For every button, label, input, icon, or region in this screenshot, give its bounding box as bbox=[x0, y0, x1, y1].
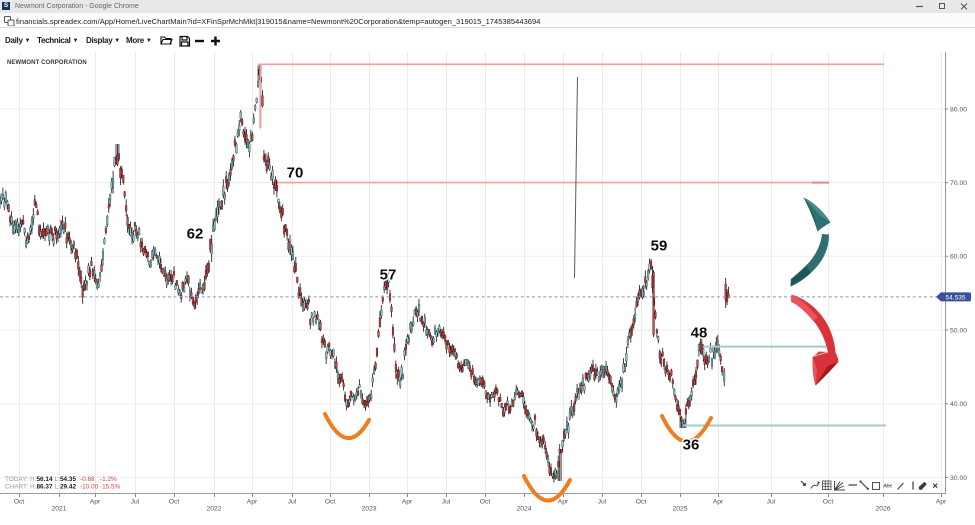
svg-text:Oct: Oct bbox=[636, 499, 647, 506]
svg-text:Apr: Apr bbox=[558, 499, 569, 506]
svg-text:Jul: Jul bbox=[598, 499, 607, 506]
svg-text:Jul: Jul bbox=[442, 499, 451, 506]
svg-text:Apr: Apr bbox=[90, 499, 101, 506]
svg-text:70.00: 70.00 bbox=[950, 180, 967, 187]
svg-text:2023: 2023 bbox=[361, 506, 376, 513]
svg-text:Jul: Jul bbox=[288, 499, 297, 506]
svg-text:Apr: Apr bbox=[713, 499, 724, 506]
svg-text:70: 70 bbox=[287, 165, 304, 182]
svg-text:36: 36 bbox=[683, 437, 700, 454]
svg-text:50.00: 50.00 bbox=[950, 327, 967, 334]
svg-text:59: 59 bbox=[651, 238, 668, 255]
svg-text:2021: 2021 bbox=[51, 506, 66, 513]
svg-text:Apr: Apr bbox=[402, 499, 413, 506]
svg-text:40.00: 40.00 bbox=[950, 401, 967, 408]
svg-text:30.00: 30.00 bbox=[950, 475, 967, 482]
svg-text:Apr: Apr bbox=[247, 499, 258, 506]
svg-text:57: 57 bbox=[380, 267, 397, 284]
svg-text:48: 48 bbox=[691, 325, 708, 342]
svg-text:NEWMONT CORPORATION: NEWMONT CORPORATION bbox=[7, 60, 87, 66]
svg-text:62: 62 bbox=[187, 226, 204, 243]
svg-text:Apr: Apr bbox=[936, 499, 947, 506]
svg-text:Oct: Oct bbox=[823, 499, 834, 506]
svg-text:2026: 2026 bbox=[875, 506, 890, 513]
svg-text:Abc: Abc bbox=[882, 484, 893, 490]
svg-text:CHART:H: 86.37L: 29.42-10.00-1: CHART: H: 86.37 L: 29.42 -10.00 -15.5% bbox=[5, 484, 121, 491]
svg-text:80.00: 80.00 bbox=[950, 106, 967, 113]
svg-text:Jul: Jul bbox=[767, 499, 776, 506]
svg-text:60.00: 60.00 bbox=[950, 254, 967, 261]
svg-text:Jul: Jul bbox=[131, 499, 140, 506]
svg-text:TODAY:H: 56.14L: 54.35-0.68-1.: TODAY: H: 56.14 L: 54.35 -0.68 -1.2% bbox=[5, 476, 117, 483]
svg-text:Oct: Oct bbox=[169, 499, 180, 506]
svg-text:2022: 2022 bbox=[206, 506, 221, 513]
svg-text:54.535: 54.535 bbox=[946, 294, 966, 301]
svg-text:Oct: Oct bbox=[325, 499, 336, 506]
svg-text:2025: 2025 bbox=[672, 506, 687, 513]
svg-text:Oct: Oct bbox=[14, 499, 25, 506]
svg-text:Oct: Oct bbox=[480, 499, 491, 506]
svg-text:2024: 2024 bbox=[516, 506, 531, 513]
